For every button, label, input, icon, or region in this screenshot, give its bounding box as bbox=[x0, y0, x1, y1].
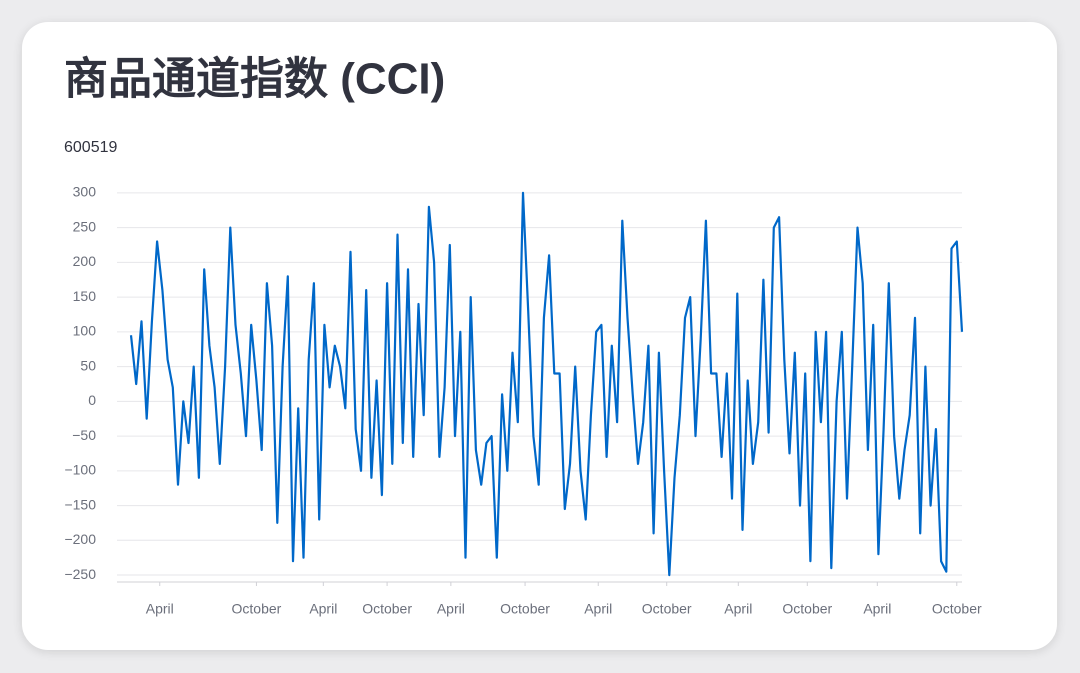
chart-title: 商品通道指数 (CCI) bbox=[64, 55, 445, 104]
y-tick-label: 0 bbox=[88, 392, 96, 408]
y-tick-label: −150 bbox=[64, 496, 96, 512]
x-tick-label: April bbox=[863, 601, 891, 617]
x-tick-label: April bbox=[584, 601, 612, 617]
y-tick-label: −200 bbox=[64, 531, 96, 547]
y-tick-label: 250 bbox=[73, 218, 97, 234]
y-tick-label: 300 bbox=[73, 184, 97, 200]
x-tick-label: October bbox=[362, 601, 412, 617]
x-tick-label: October bbox=[932, 601, 982, 617]
x-tick-label: October bbox=[642, 601, 692, 617]
y-tick-label: −100 bbox=[64, 462, 96, 478]
x-tick-label: October bbox=[782, 601, 832, 617]
x-tick-label: October bbox=[232, 601, 282, 617]
y-tick-label: 150 bbox=[73, 288, 97, 304]
chart-subtitle: 600519 bbox=[64, 139, 117, 156]
y-tick-label: −50 bbox=[72, 427, 96, 443]
y-tick-label: −250 bbox=[64, 566, 96, 582]
x-tick-label: April bbox=[146, 601, 174, 617]
x-tick-label: April bbox=[724, 601, 752, 617]
y-tick-label: 50 bbox=[80, 357, 96, 373]
data-line bbox=[129, 191, 964, 577]
card bbox=[22, 22, 1057, 650]
y-tick-label: 100 bbox=[73, 323, 97, 339]
x-tick-label: October bbox=[500, 601, 550, 617]
x-tick-label: April bbox=[437, 601, 465, 617]
y-tick-label: 200 bbox=[73, 253, 97, 269]
x-tick-label: April bbox=[309, 601, 337, 617]
